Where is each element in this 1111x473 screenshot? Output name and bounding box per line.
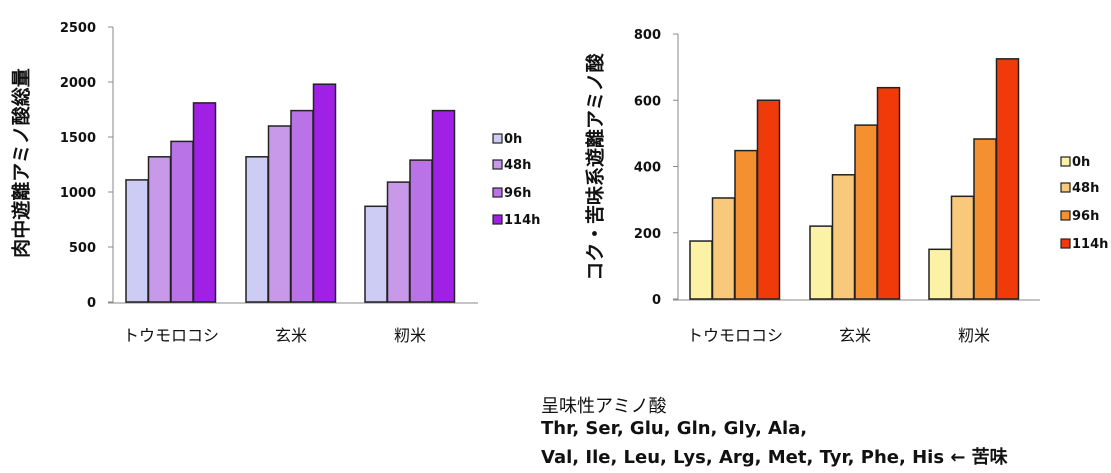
legend-swatch	[492, 214, 503, 225]
y-axis-label: コク・苦味系遊離アミノ酸	[584, 52, 607, 280]
x-category-label: 玄米	[839, 326, 871, 345]
bar-0h-2	[928, 248, 952, 300]
y-tick-label: 2000	[60, 76, 96, 91]
bar-96h-1	[854, 124, 878, 300]
bar-114h-2	[995, 58, 1020, 300]
y-tick-label: 1000	[60, 186, 96, 201]
legend-label: 0h	[1072, 155, 1090, 170]
x-category-label: 籾米	[394, 326, 426, 345]
legend-label: 0h	[504, 132, 522, 147]
y-tick-label: 1500	[60, 131, 96, 146]
note-title: 呈味性アミノ酸	[541, 396, 667, 417]
legend-swatch	[1060, 238, 1071, 249]
bar-96h-2	[973, 138, 997, 300]
legend-label: 96h	[1072, 209, 1099, 224]
legend-swatch	[492, 133, 503, 144]
bar-96h-2	[409, 159, 433, 303]
bar-0h-0	[689, 240, 713, 300]
legend-label: 114h	[504, 213, 540, 228]
y-tick-label: 0	[87, 296, 96, 311]
legend-label: 48h	[504, 158, 531, 173]
bar-114h-2	[431, 109, 456, 303]
bar-48h-1	[831, 174, 856, 300]
bar-48h-0	[147, 156, 172, 303]
bar-114h-1	[876, 86, 901, 300]
bar-114h-1	[312, 83, 337, 303]
y-tick-label: 500	[69, 241, 96, 256]
x-category-label: 籾米	[958, 326, 990, 345]
bar-96h-1	[290, 109, 314, 303]
bar-0h-1	[245, 156, 269, 303]
bar-96h-0	[170, 140, 194, 303]
y-tick-label: 400	[634, 161, 661, 176]
bar-0h-1	[809, 225, 833, 300]
x-category-label: トウモロコシ	[687, 326, 783, 345]
note-amino-list-1: Thr, Ser, Glu, Gln, Gly, Ala,	[541, 418, 808, 439]
legend-swatch	[492, 187, 503, 198]
bar-48h-1	[267, 125, 292, 303]
legend-label: 114h	[1072, 237, 1108, 252]
legend-swatch	[1060, 210, 1071, 221]
y-tick-label: 2500	[60, 21, 96, 36]
y-tick-label: 800	[634, 28, 661, 43]
bar-0h-2	[364, 205, 388, 303]
y-tick-label: 0	[652, 293, 661, 308]
legend-swatch	[492, 159, 503, 170]
note-amino-list-2: Val, Ile, Leu, Lys, Arg, Met, Tyr, Phe, …	[541, 447, 1008, 468]
bar-114h-0	[192, 102, 217, 303]
y-tick-label: 200	[634, 227, 661, 242]
bar-114h-0	[756, 99, 781, 300]
legend-swatch	[1060, 156, 1071, 167]
x-category-label: トウモロコシ	[123, 326, 219, 345]
bar-48h-0	[711, 197, 736, 300]
bar-48h-2	[950, 195, 975, 300]
bar-48h-2	[386, 181, 411, 303]
y-axis-label: 肉中遊離アミノ酸総量	[10, 68, 33, 258]
y-tick-label: 600	[634, 94, 661, 109]
legend-label: 96h	[504, 186, 531, 201]
bar-0h-0	[125, 179, 149, 303]
legend-swatch	[1060, 182, 1071, 193]
legend-label: 48h	[1072, 181, 1099, 196]
bar-96h-0	[734, 149, 758, 300]
x-category-label: 玄米	[275, 326, 307, 345]
